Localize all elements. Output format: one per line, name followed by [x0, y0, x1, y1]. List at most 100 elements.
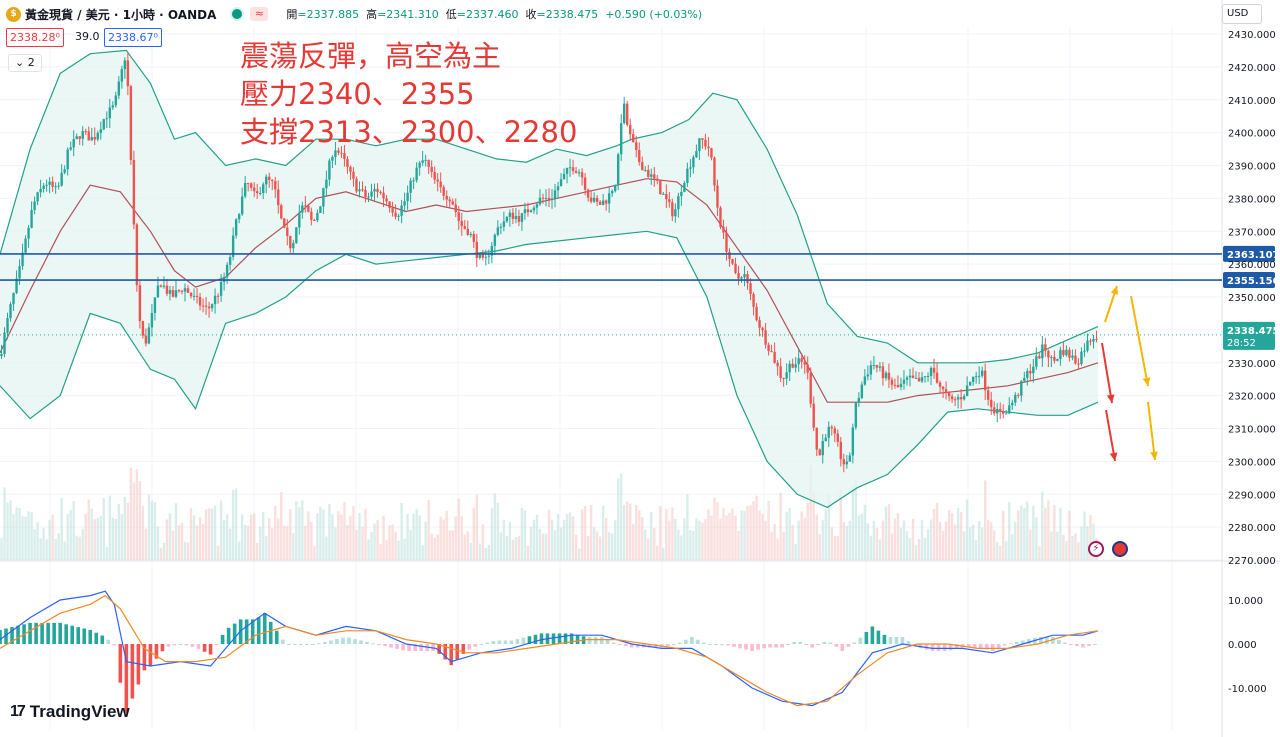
volume-bar: [746, 506, 749, 560]
macd-histogram-bar: [942, 644, 947, 652]
volume-bar: [647, 538, 650, 560]
candle-body: [541, 197, 545, 199]
candle-body: [577, 172, 581, 174]
candle-body: [45, 184, 48, 186]
macd-histogram-bar: [864, 632, 869, 644]
candle-body: [968, 381, 972, 386]
candle-body: [659, 180, 662, 195]
tradingview-name: TradingView: [29, 702, 130, 721]
volume-bar: [394, 531, 397, 560]
macd-histogram-bar: [672, 644, 676, 645]
volume-bar: [899, 527, 903, 560]
lightning-icon[interactable]: ⚡: [1088, 541, 1104, 557]
volume-bar: [803, 517, 806, 560]
volume-bar: [135, 469, 139, 560]
candle-body: [827, 426, 830, 438]
candle-body: [610, 191, 614, 194]
candle-body: [535, 204, 539, 208]
macd-histogram-bar: [575, 634, 580, 644]
volume-bar: [902, 520, 906, 560]
volume-bar: [809, 465, 812, 560]
volume-bar: [153, 502, 157, 560]
volume-bar: [827, 494, 830, 560]
volume-bar: [87, 499, 90, 560]
volume-bar: [589, 505, 593, 560]
volume-bar: [415, 509, 418, 560]
forecast-arrow-head: [1150, 451, 1158, 460]
candle-body: [731, 259, 734, 264]
volume-bar: [1047, 500, 1050, 560]
volume-bar: [3, 487, 6, 560]
volume-bar: [836, 535, 839, 560]
volume-bar: [274, 505, 277, 560]
candle-body: [580, 172, 584, 178]
candle-body: [30, 210, 33, 228]
sell-button[interactable]: 2338.28⁰: [6, 28, 64, 47]
volume-bar: [463, 534, 466, 560]
candle-body: [595, 197, 599, 202]
volume-bar: [752, 501, 755, 560]
macd-histogram-bar: [1075, 644, 1079, 647]
volume-bar: [1014, 522, 1017, 560]
symbol-info[interactable]: $ 黃金現貨 / 美元 · 1小時 · OANDA: [0, 6, 216, 23]
price-axis[interactable]: 2430.000 2420.000 2410.000 2400.000 2390.000…: [1223, 30, 1280, 695]
candle-body: [869, 365, 873, 375]
macd-tick-label: 0.000: [1228, 640, 1257, 651]
candle-body: [1041, 344, 1044, 359]
volume-bar: [388, 525, 391, 560]
buy-button[interactable]: 2338.67⁰: [104, 28, 162, 47]
macd-histogram-bar: [696, 639, 700, 644]
volume-bar: [442, 519, 445, 560]
volume-bar: [695, 518, 698, 560]
macd-histogram-bar: [0, 629, 2, 644]
candle-body: [860, 384, 864, 398]
volume-bar: [343, 502, 346, 560]
volume-bar: [806, 502, 809, 560]
volume-bar: [195, 525, 199, 560]
bollinger-upper: [0, 49, 1099, 364]
macd-histogram-bar: [220, 634, 225, 644]
volume-bar: [213, 505, 217, 560]
candle-body: [286, 227, 289, 236]
volume-bar: [887, 504, 891, 560]
candle-body: [352, 171, 355, 179]
volume-bar: [974, 540, 978, 560]
candle-body: [310, 211, 313, 220]
volume-bar: [689, 530, 692, 560]
candle-body: [358, 189, 361, 192]
volume-bar: [842, 522, 846, 560]
candle-body: [189, 292, 193, 297]
wave-icon[interactable]: ≈: [250, 7, 269, 21]
volume-bar: [171, 530, 175, 560]
volume-bar: [938, 522, 942, 560]
candle-body: [490, 245, 494, 256]
macd-histogram-bar: [4, 628, 8, 644]
candle-body: [962, 396, 966, 400]
volume-bar: [544, 533, 548, 560]
horizontal-lines[interactable]: 2363.107 2355.156: [0, 245, 1280, 336]
candle-body: [538, 197, 542, 205]
candle-body: [292, 243, 295, 249]
volume-bar: [337, 511, 340, 560]
macd-histogram-bar: [726, 644, 730, 646]
currency-select[interactable]: USD: [1222, 4, 1262, 24]
volume-bar: [983, 480, 987, 560]
macd-tick-label: 10.000: [1228, 596, 1263, 607]
last-price-box: [1223, 321, 1275, 350]
candle-body: [427, 159, 430, 167]
candle-body: [505, 216, 509, 222]
macd-histogram-bar: [611, 642, 616, 644]
us-flag-icon[interactable]: [1112, 541, 1128, 557]
candle-body: [487, 255, 491, 257]
indicator-toggle[interactable]: ⌄ 2: [8, 54, 42, 72]
candle-body: [216, 295, 220, 297]
candle-body: [698, 138, 701, 152]
candle-body: [692, 157, 695, 168]
volume-bar: [818, 533, 821, 560]
volume-bar: [704, 519, 707, 560]
candle-body: [626, 103, 629, 125]
candle-body: [725, 232, 728, 252]
macd-histogram-bar: [208, 644, 213, 655]
candle-body: [373, 189, 376, 192]
